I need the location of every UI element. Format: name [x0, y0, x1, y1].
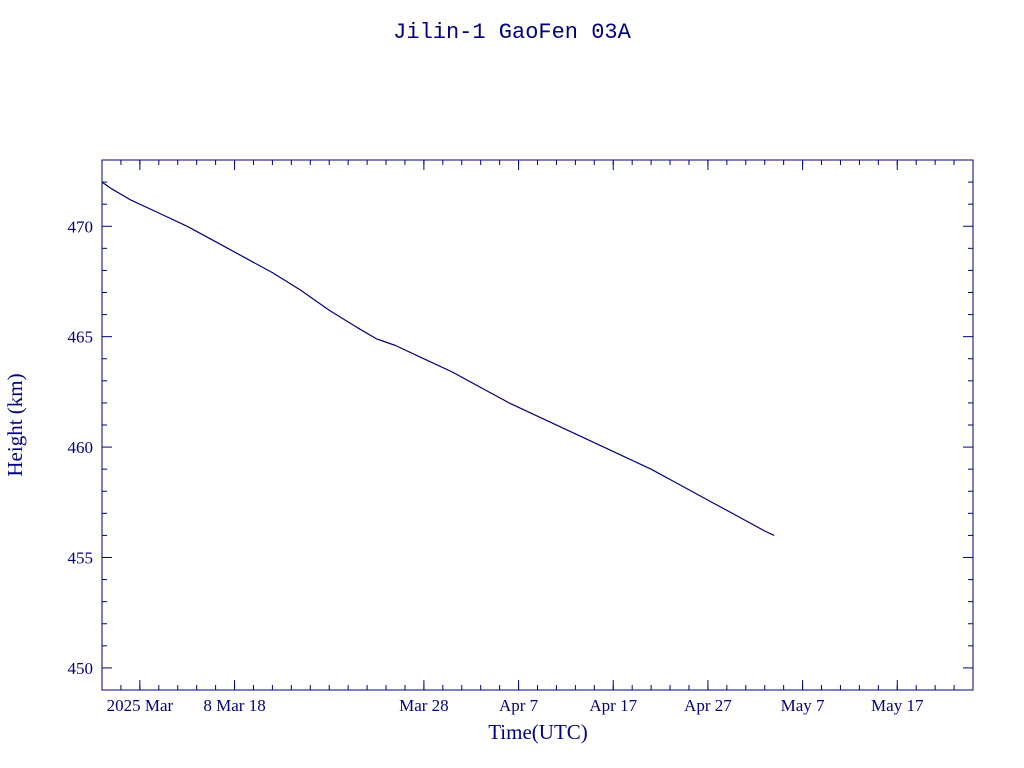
y-tick-label: 450	[68, 659, 94, 678]
height-series-line	[101, 181, 775, 536]
x-tick-label: Apr 27	[684, 696, 732, 715]
x-tick-label: 2025 Mar	[107, 696, 174, 715]
x-tick-label: Apr 17	[589, 696, 637, 715]
y-tick-label: 455	[68, 549, 94, 568]
y-tick-label: 470	[68, 217, 94, 236]
x-tick-label: 8 Mar 18	[203, 696, 265, 715]
x-tick-label: Mar 28	[399, 696, 449, 715]
y-axis-title: Height (km)	[3, 373, 27, 476]
x-tick-label: Apr 7	[499, 696, 539, 715]
plot-area: 450 455 460 465 470 2025 Mar 8 Mar 18 Mar 28 Apr…	[68, 159, 974, 715]
y-tick-label: 460	[68, 438, 94, 457]
x-tick-label: May 17	[871, 696, 924, 715]
chart-title: Jilin-1 GaoFen 03A	[393, 20, 631, 45]
plot-frame	[101, 159, 974, 691]
y-tick-label: 465	[68, 328, 94, 347]
x-tick-label: May 7	[781, 696, 825, 715]
x-axis-title: Time(UTC)	[488, 720, 588, 744]
